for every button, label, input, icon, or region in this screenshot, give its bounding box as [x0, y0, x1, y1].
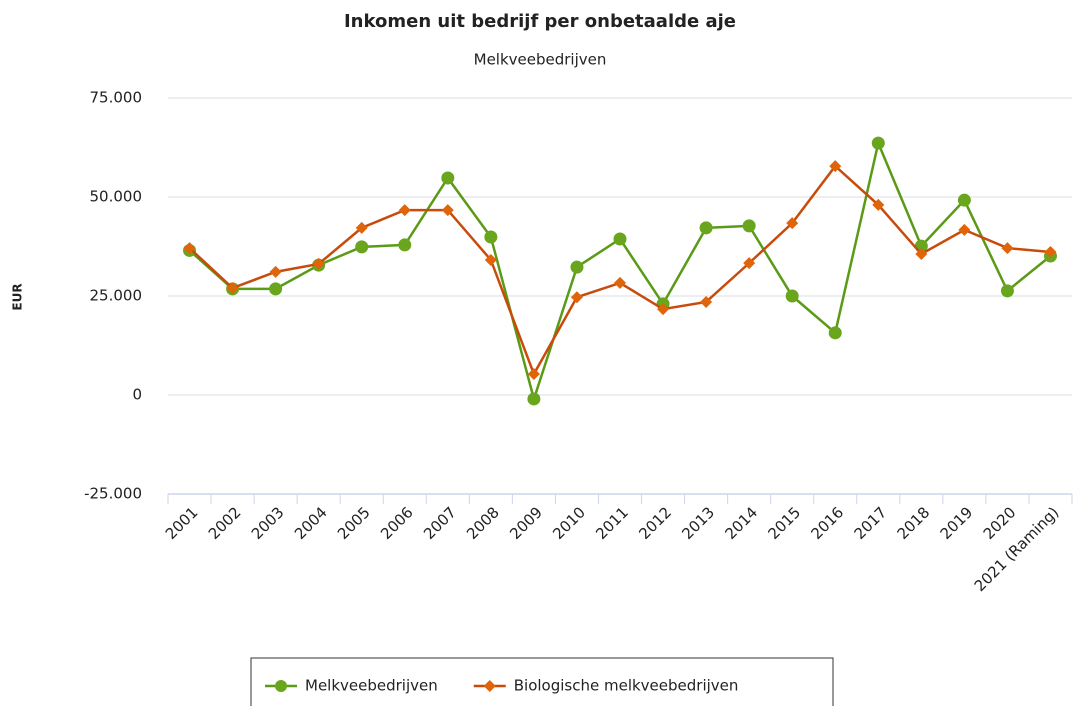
legend-marker — [483, 680, 496, 692]
y-axis-label: EUR — [11, 283, 25, 310]
chart-subtitle: Melkveebedrijven — [474, 51, 607, 69]
point — [871, 136, 885, 150]
x-tick-label: 2009 — [506, 503, 546, 543]
point — [828, 326, 842, 340]
x-tick-label: 2006 — [377, 503, 417, 543]
point — [441, 171, 455, 185]
point — [484, 230, 498, 244]
point — [829, 160, 842, 173]
x-tick-label: 2005 — [334, 503, 374, 543]
x-tick-label: 2001 — [162, 503, 202, 543]
point — [269, 265, 282, 278]
x-tick-label: 2007 — [420, 503, 460, 543]
legend-label: Melkveebedrijven — [305, 677, 438, 695]
x-tick-label: 2018 — [894, 503, 934, 543]
x-tick-label: 2015 — [764, 503, 804, 543]
point — [614, 276, 626, 289]
point — [700, 295, 713, 308]
x-tick-label: 2016 — [808, 503, 848, 543]
point — [570, 260, 584, 274]
point — [1044, 246, 1057, 259]
y-tick-label: 25.000 — [90, 287, 143, 305]
point — [527, 368, 540, 381]
point — [570, 291, 583, 304]
y-tick-label: 75.000 — [90, 89, 143, 107]
x-tick-label: 2003 — [248, 503, 288, 543]
x-tick-label: 2017 — [851, 503, 891, 543]
point — [699, 221, 713, 235]
point — [1000, 284, 1014, 298]
point — [785, 289, 799, 303]
y-tick-label: -25.000 — [84, 485, 142, 503]
point — [355, 221, 368, 234]
x-tick-label: 2012 — [635, 503, 675, 543]
point — [398, 238, 412, 252]
point — [527, 392, 541, 406]
point — [657, 303, 670, 316]
x-tick-label: 2008 — [463, 503, 503, 543]
point — [226, 282, 239, 295]
x-tick-label: 2020 — [980, 503, 1020, 543]
point — [915, 248, 928, 261]
x-tick-label: 2011 — [592, 503, 632, 543]
point — [441, 204, 454, 217]
chart-title: Inkomen uit bedrijf per onbetaalde aje — [344, 11, 736, 32]
point — [312, 257, 325, 270]
point — [872, 198, 885, 211]
point — [484, 253, 497, 266]
x-tick-label: 2002 — [205, 503, 245, 543]
point — [743, 257, 756, 270]
point — [957, 193, 971, 207]
y-tick-label: 50.000 — [90, 188, 143, 206]
point — [355, 240, 369, 254]
point — [183, 242, 196, 255]
point — [398, 204, 411, 217]
point — [613, 232, 627, 246]
point — [1001, 242, 1014, 255]
legend-marker — [275, 680, 287, 692]
x-tick-label: 2010 — [549, 503, 589, 543]
x-tick-label: 2019 — [937, 503, 977, 543]
legend-box — [250, 657, 834, 706]
legend-label: Biologische melkveebedrijven — [514, 677, 739, 695]
y-tick-label: 0 — [132, 386, 142, 404]
point — [786, 217, 799, 230]
x-tick-label: 2014 — [721, 503, 761, 543]
x-tick-label: 2013 — [678, 503, 718, 543]
x-tick-label: 2004 — [291, 503, 331, 543]
point — [958, 223, 971, 236]
point — [269, 282, 283, 296]
point — [742, 219, 756, 233]
